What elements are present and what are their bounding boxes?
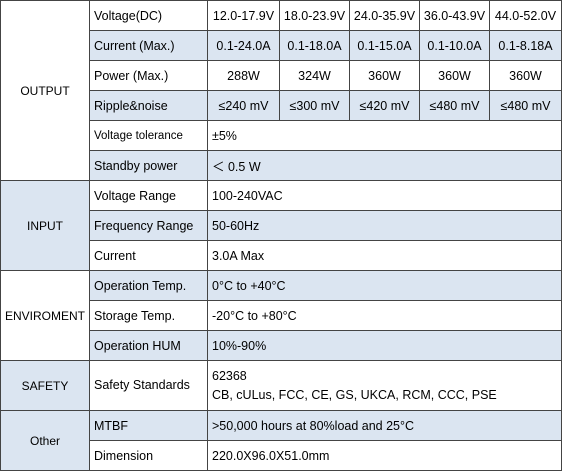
group-label: SAFETY [0,360,90,411]
value-cell: 360W [419,60,490,91]
value-cell: ±5% [207,120,562,151]
table-row: Current 3.0A Max [1,240,562,271]
value-cell: >50,000 hours at 80%load and 25°C [207,410,562,441]
value-cell: 100-240VAC [207,180,562,211]
value-cell: 0.1-8.18A [489,30,562,61]
table-row: Voltage tolerance ±5% [1,120,562,151]
value-line: 62368 [212,368,247,383]
row-label: Storage Temp. [89,300,208,331]
value-line: 3.0A Max [212,248,265,263]
group-label: Other [0,410,90,471]
value-line: ＜ 0.5 W [212,160,261,174]
value-cell: 360W [489,60,562,91]
value-line: 220.0X96.0X51.0mm [212,448,330,463]
row-label: Dimension [89,440,208,471]
value-cell: 324W [279,60,350,91]
value-cell: ≤240 mV [207,90,280,121]
row-label: MTBF [89,410,208,441]
value-cell: 0.1-10.0A [419,30,490,61]
table-row: OUTPUT Voltage(DC) 12.0-17.9V 18.0-23.9V 24.… [0,0,562,181]
row-label: Standby power [89,150,208,181]
value-cell: 288W [207,60,280,91]
value-cell: ≤300 mV [279,90,350,121]
value-cell: 0.1-18.0A [279,30,350,61]
value-cell: 0°C to +40°C [207,270,562,301]
value-cell: ≤480 mV [489,90,562,121]
group-label: ENVIROMENT [0,270,90,361]
table-row: Current (Max.) 0.1-24.0A 0.1-18.0A 0.1-15.0… [1,30,562,61]
table-row: ENVIROMENT Operation Temp. 0°C to +40°C [0,270,562,361]
row-label: Power (Max.) [89,60,208,91]
table-row: INPUT Voltage Range 100-240VAC [0,180,562,271]
value-cell: 0.1-15.0A [349,30,420,61]
value-cell: 0.1-24.0A [207,30,280,61]
table-row: Ripple&noise ≤240 mV ≤300 mV ≤420 mV ≤480 mV… [1,90,562,121]
table-row: Other MTBF >50,000 hours at 80%load and 25… [0,410,562,471]
value-cell: 36.0-43.9V [419,0,490,31]
value-line: 0°C to +40°C [212,278,286,293]
table-row: Frequency Range 50-60Hz [1,210,562,241]
row-label: Voltage Range [89,180,208,211]
value-line: >50,000 hours at 80%load and 25°C [212,418,415,433]
table-row: Operation HUM 10%-90% [1,330,562,361]
row-label: Voltage(DC) [89,0,208,31]
value-cell: ≤420 mV [349,90,420,121]
value-cell: ≤480 mV [419,90,490,121]
value-cell: ＜ 0.5 W [207,150,562,181]
value-cell: 50-60Hz [207,210,562,241]
value-cell: 220.0X96.0X51.0mm [207,440,562,471]
table-row: Standby power ＜ 0.5 W [1,150,562,181]
value-cell: 360W [349,60,420,91]
value-line: 50-60Hz [212,218,260,233]
value-cell: 44.0-52.0V [489,0,562,31]
row-label: Current [89,240,208,271]
row-label: Ripple&noise [89,90,208,121]
group-label: OUTPUT [0,0,90,181]
value-cell: 3.0A Max [207,240,562,271]
row-label: Current (Max.) [89,30,208,61]
row-label: Operation HUM [89,330,208,361]
row-label: Frequency Range [89,210,208,241]
group-label: INPUT [0,180,90,271]
value-line: 100-240VAC [212,188,283,203]
row-label: Operation Temp. [89,270,208,301]
row-label: Voltage tolerance [89,120,208,151]
value-line: CB, cULus, FCC, CE, GS, UKCA, RCM, CCC, … [212,387,497,402]
value-cell: 18.0-23.9V [279,0,350,31]
value-line: 10%-90% [212,338,267,353]
value-cell: 10%-90% [207,330,562,361]
value-line: -20°C to +80°C [212,308,297,323]
value-cell: 62368 CB, cULus, FCC, CE, GS, UKCA, RCM, … [207,360,562,411]
row-label: Safety Standards [89,360,208,411]
value-cell: 24.0-35.9V [349,0,420,31]
value-cell: 12.0-17.9V [207,0,280,31]
table-row: SAFETY Safety Standards 62368 CB, cULus, FC… [0,360,562,411]
table-row: Power (Max.) 288W 324W 360W 360W 360W [1,60,562,91]
table-row: Dimension 220.0X96.0X51.0mm [1,440,562,471]
value-cell: -20°C to +80°C [207,300,562,331]
value-line: ±5% [212,128,237,143]
